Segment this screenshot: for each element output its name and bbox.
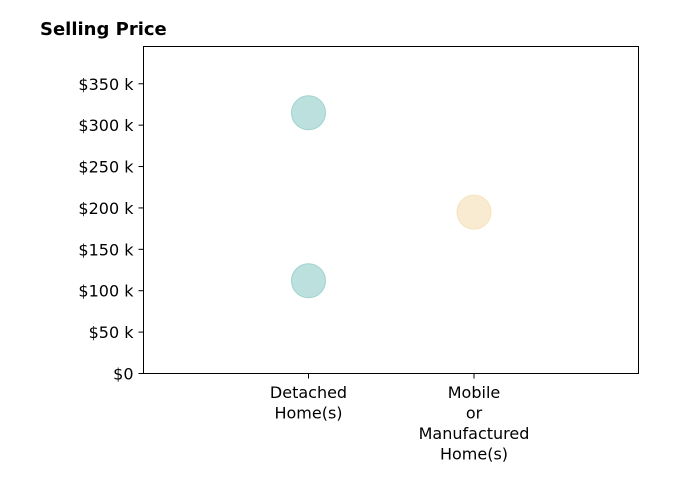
y-tick-label: $50 k: [89, 323, 135, 342]
data-point: [456, 194, 492, 230]
y-tick-label: $200 k: [78, 199, 134, 218]
plot-area-frame: [143, 46, 639, 374]
data-points: [291, 95, 492, 299]
x-tick-label-line: or: [466, 404, 483, 423]
x-tick-label-line: Home(s): [440, 445, 508, 464]
x-axis: Detached Home(s) Mobile or Manufactured Home(…: [270, 373, 530, 464]
x-tick-label: Detached Home(s): [270, 383, 347, 423]
y-tick-label: $300 k: [78, 116, 134, 135]
y-tick-label: $100 k: [78, 282, 134, 301]
chart-title: Selling Price: [40, 19, 167, 40]
y-tick-label: $350 k: [78, 75, 134, 94]
x-tick-label-line: Mobile: [448, 383, 500, 402]
data-point: [291, 263, 326, 299]
x-tick-label-line: Manufactured: [419, 424, 530, 443]
y-tick-label: $250 k: [78, 158, 134, 177]
x-tick-label-line: Home(s): [274, 404, 342, 423]
y-axis: $0 $50 k $100 k $150 k $200 k $250 k $300 k $35…: [78, 75, 144, 384]
x-tick-label-line: Detached: [270, 383, 347, 402]
data-point: [291, 95, 326, 131]
x-tick-label: Mobile or Manufactured Home(s): [419, 383, 530, 464]
y-tick-label: $150 k: [78, 240, 134, 259]
y-tick-label: $0: [113, 365, 133, 384]
